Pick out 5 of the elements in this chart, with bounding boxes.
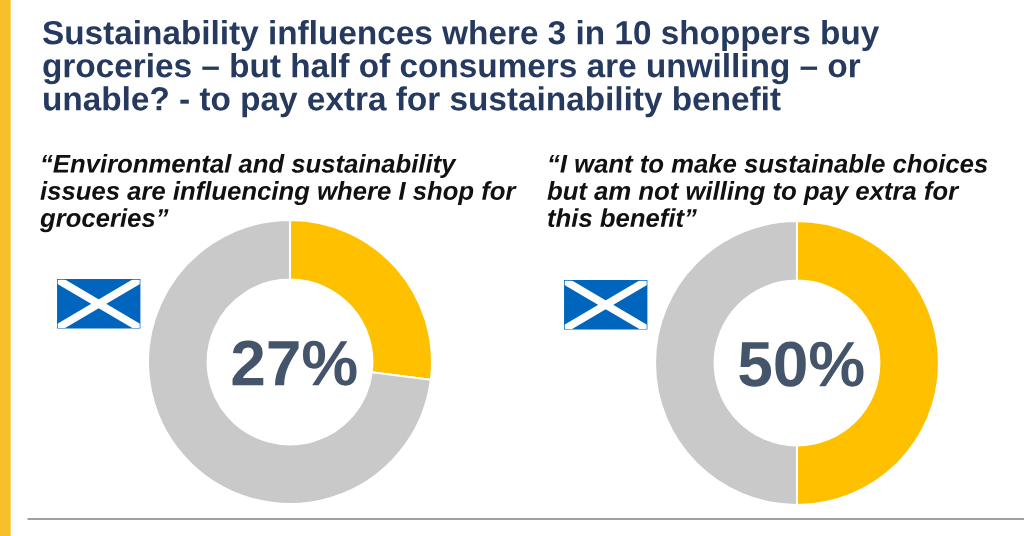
chart-subtitle: “Environmental and sustainability issues are influencing where I shop for groceries” bbox=[39, 154, 517, 233]
data-label: 27% bbox=[232, 340, 357, 386]
chart-title: Sustainability influences where 3 in 10 shoppers buy groceries – but half of consumers are unwilling – or unable? - to pay extra for sustainability benefit bbox=[42, 20, 880, 118]
chart-subtitle: “I want to make sustainable choices but am not willing to pay extra for this benefit” bbox=[547, 154, 988, 228]
data-label: 50% bbox=[739, 341, 864, 387]
